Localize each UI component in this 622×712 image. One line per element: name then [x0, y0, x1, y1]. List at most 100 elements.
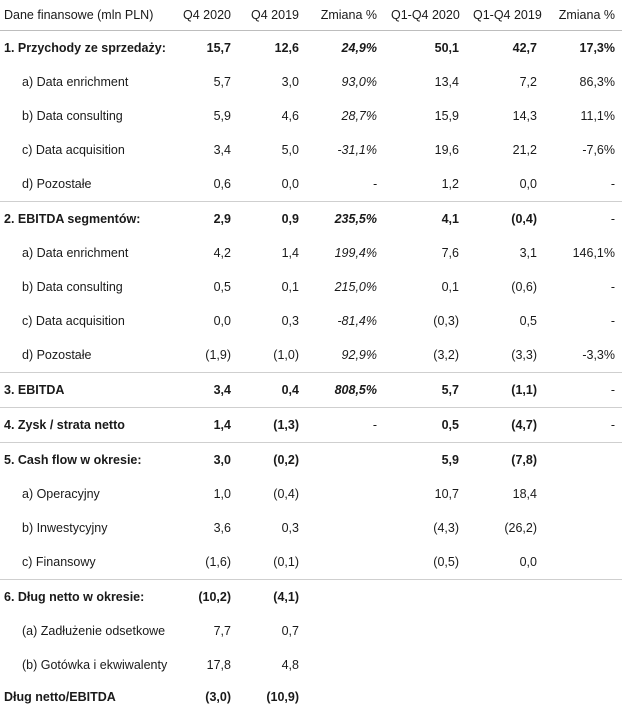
cell-q4-2020: (3,0) [205, 690, 231, 704]
cell-q4-2019: (1,3) [238, 407, 306, 443]
cell-change-q4 [306, 511, 384, 545]
row-label: a) Data enrichment [22, 246, 129, 260]
cell-q4-2020: 4,2 [213, 246, 231, 260]
cell-q4-2020: 3,6 [213, 521, 231, 535]
cell-q4-2020: 0,6 [213, 177, 231, 191]
table-row: 6. Dług netto w okresie: (10,2) (4,1) [0, 579, 622, 614]
table-row: 2. EBITDA segmentów: 2,9 0,9 235,5% 4,1 … [0, 201, 622, 236]
cell-q4-2020: 3,4 [213, 143, 231, 157]
cell-q4-2019: 0,9 [238, 201, 306, 236]
cell-q4-2019: 5,0 [281, 143, 299, 157]
table-row: d) Pozostałe (1,9) (1,0) 92,9% (3,2) (3,… [0, 338, 622, 373]
cell-change-q4 [306, 648, 384, 682]
cell-q1q4-2020: 5,9 [384, 442, 466, 477]
table-row: 1. Przychody ze sprzedaży: 15,7 12,6 24,… [0, 31, 622, 66]
cell-change-q4: 199,4% [334, 246, 377, 260]
table-row: b) Inwestycyjny 3,6 0,3 (4,3) (26,2) [0, 511, 622, 545]
cell-q4-2019: 4,8 [281, 658, 299, 672]
row-label: 2. EBITDA segmentów: [0, 201, 176, 236]
cell-q1q4-2020 [384, 614, 466, 648]
cell-q4-2020: (10,2) [176, 579, 238, 614]
cell-q1q4-2019: (1,1) [466, 372, 544, 408]
cell-q1q4-2020 [384, 682, 466, 712]
cell-q1q4-2019: 0,5 [519, 314, 537, 328]
table-row: a) Operacyjny 1,0 (0,4) 10,7 18,4 [0, 477, 622, 511]
cell-q1q4-2020 [384, 648, 466, 682]
row-label: (b) Gotówka i ekwiwalenty [22, 658, 168, 672]
cell-change-year [544, 477, 622, 511]
col-header-q4-2020: Q4 2020 [176, 0, 238, 31]
cell-change-year: - [610, 314, 615, 328]
cell-change-year [544, 648, 622, 682]
cell-q1q4-2020: (3,2) [433, 348, 459, 362]
cell-q1q4-2020: 10,7 [434, 487, 459, 501]
cell-q4-2019: (0,2) [238, 442, 306, 477]
row-label: 5. Cash flow w okresie: [0, 442, 176, 477]
col-header-label: Dane finansowe (mln PLN) [0, 0, 176, 31]
table-row: a) Data enrichment 4,2 1,4 199,4% 7,6 3,… [0, 236, 622, 270]
row-label: b) Data consulting [22, 280, 123, 294]
cell-q1q4-2020: (0,5) [433, 555, 459, 569]
row-label: c) Data acquisition [22, 143, 125, 157]
cell-q1q4-2019 [466, 614, 544, 648]
cell-q1q4-2020: 15,9 [434, 109, 459, 123]
cell-q4-2019: 0,4 [238, 372, 306, 408]
table-row: 5. Cash flow w okresie: 3,0 (0,2) 5,9 (7… [0, 442, 622, 477]
cell-q1q4-2019: 7,2 [519, 75, 537, 89]
cell-change-year: 146,1% [572, 246, 615, 260]
cell-q1q4-2019: 42,7 [512, 41, 537, 55]
cell-q1q4-2020: 7,6 [441, 246, 459, 260]
cell-change-year: 86,3% [579, 75, 615, 89]
cell-change-q4 [306, 682, 384, 712]
row-label: a) Operacyjny [22, 487, 100, 501]
cell-q1q4-2019: 3,1 [519, 246, 537, 260]
cell-q4-2020: (1,9) [205, 348, 231, 362]
col-header-q4-2019: Q4 2019 [238, 0, 306, 31]
cell-q4-2020: 5,9 [213, 109, 231, 123]
cell-q1q4-2019: (0,6) [511, 280, 537, 294]
cell-q1q4-2019 [466, 579, 544, 614]
col-header-q1q4-2020: Q1-Q4 2020 [384, 0, 466, 31]
cell-q1q4-2020: 1,2 [441, 177, 459, 191]
row-label: d) Pozostałe [22, 348, 92, 362]
cell-change-year: -7,6% [582, 143, 615, 157]
table-row: c) Data acquisition 0,0 0,3 -81,4% (0,3)… [0, 304, 622, 338]
table-row: b) Data consulting 0,5 0,1 215,0% 0,1 (0… [0, 270, 622, 304]
cell-change-year [544, 682, 622, 712]
cell-change-year [544, 511, 622, 545]
cell-change-q4: 93,0% [341, 75, 377, 89]
cell-q1q4-2020: 0,5 [384, 407, 466, 443]
row-label: b) Inwestycyjny [22, 521, 108, 535]
cell-q4-2020: 17,8 [206, 658, 231, 672]
row-label: c) Data acquisition [22, 314, 125, 328]
cell-q1q4-2019: (7,8) [466, 442, 544, 477]
cell-q4-2019: 3,0 [281, 75, 299, 89]
cell-q1q4-2019 [466, 648, 544, 682]
cell-q1q4-2020: (0,3) [433, 314, 459, 328]
table-row: a) Data enrichment 5,7 3,0 93,0% 13,4 7,… [0, 65, 622, 99]
cell-change-year: -3,3% [582, 348, 615, 362]
cell-change-q4: - [372, 177, 377, 191]
table-row: (b) Gotówka i ekwiwalenty 17,8 4,8 [0, 648, 622, 682]
cell-q4-2019: 1,4 [281, 246, 299, 260]
cell-q4-2019: 0,0 [281, 177, 299, 191]
row-label: c) Finansowy [22, 555, 96, 569]
cell-q4-2020: 3,0 [176, 442, 238, 477]
row-label: 6. Dług netto w okresie: [0, 579, 176, 614]
cell-change-q4 [306, 477, 384, 511]
cell-change-q4: -81,4% [337, 314, 377, 328]
cell-change-year: - [610, 280, 615, 294]
cell-q4-2020: 0,0 [213, 314, 231, 328]
table-row: b) Data consulting 5,9 4,6 28,7% 15,9 14… [0, 99, 622, 133]
cell-q4-2020: 1,4 [176, 407, 238, 443]
cell-q4-2020: 3,4 [176, 372, 238, 408]
cell-q4-2019: (10,9) [266, 690, 299, 704]
cell-q4-2019: (4,1) [238, 579, 306, 614]
cell-q1q4-2020: 13,4 [434, 75, 459, 89]
cell-q4-2020: 5,7 [213, 75, 231, 89]
col-header-q1q4-2019: Q1-Q4 2019 [466, 0, 544, 31]
cell-q4-2020: (1,6) [205, 555, 231, 569]
cell-q1q4-2019: 0,0 [519, 177, 537, 191]
cell-change-year: - [544, 201, 622, 236]
